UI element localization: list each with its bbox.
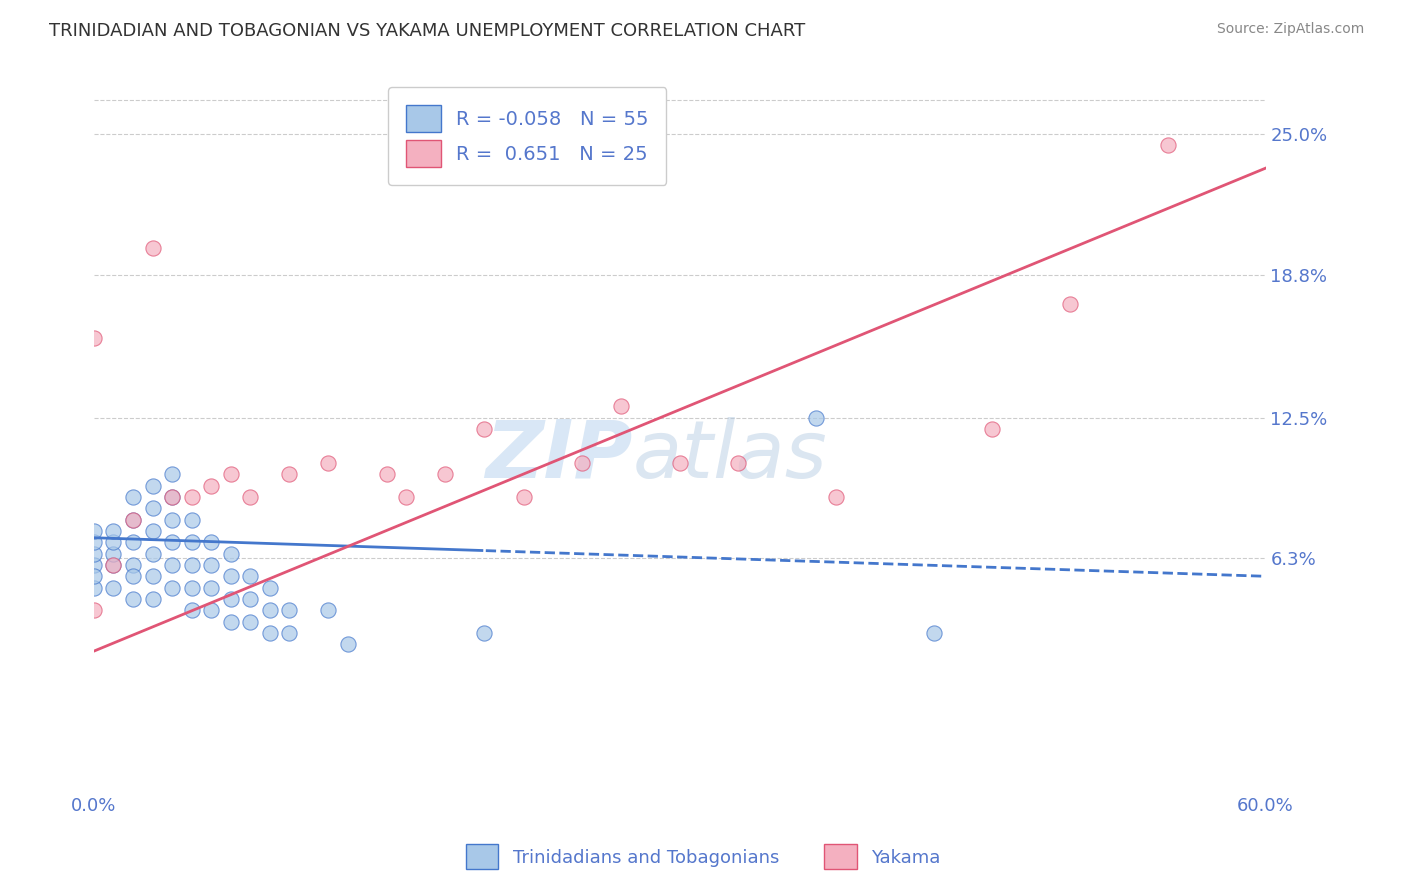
Point	[922, 626, 945, 640]
Point	[278, 626, 301, 640]
Point	[200, 603, 222, 617]
Point	[395, 490, 418, 504]
Point	[160, 467, 183, 482]
Point	[278, 603, 301, 617]
Point	[103, 558, 125, 572]
Point	[122, 490, 145, 504]
Point	[200, 535, 222, 549]
Point	[141, 569, 163, 583]
Point	[83, 603, 105, 617]
Point	[122, 513, 145, 527]
Point	[1157, 138, 1180, 153]
Point	[825, 490, 848, 504]
Point	[512, 490, 534, 504]
Point	[200, 581, 222, 595]
Point	[83, 331, 105, 345]
Point	[160, 513, 183, 527]
Point	[141, 240, 163, 254]
Point	[727, 456, 749, 470]
Point	[180, 535, 202, 549]
Legend: R = -0.058   N = 55, R =  0.651   N = 25: R = -0.058 N = 55, R = 0.651 N = 25	[388, 87, 666, 185]
Point	[219, 591, 242, 606]
Point	[180, 581, 202, 595]
Point	[610, 399, 633, 413]
Point	[571, 456, 593, 470]
Point	[239, 591, 262, 606]
Point	[474, 626, 496, 640]
Point	[103, 524, 125, 538]
Point	[141, 591, 163, 606]
Point	[180, 558, 202, 572]
Point	[103, 581, 125, 595]
Point	[141, 478, 163, 492]
Point	[259, 603, 281, 617]
Point	[103, 547, 125, 561]
Legend: Trinidadians and Tobagonians, Yakama: Trinidadians and Tobagonians, Yakama	[457, 835, 949, 879]
Point	[122, 569, 145, 583]
Point	[83, 547, 105, 561]
Point	[219, 467, 242, 482]
Point	[200, 558, 222, 572]
Point	[160, 490, 183, 504]
Point	[259, 626, 281, 640]
Point	[103, 535, 125, 549]
Point	[180, 603, 202, 617]
Point	[434, 467, 457, 482]
Point	[83, 569, 105, 583]
Point	[160, 490, 183, 504]
Point	[1059, 297, 1081, 311]
Point	[83, 524, 105, 538]
Point	[141, 547, 163, 561]
Point	[806, 410, 828, 425]
Text: Source: ZipAtlas.com: Source: ZipAtlas.com	[1216, 22, 1364, 37]
Point	[83, 558, 105, 572]
Point	[141, 524, 163, 538]
Point	[180, 513, 202, 527]
Point	[122, 591, 145, 606]
Point	[103, 558, 125, 572]
Point	[160, 558, 183, 572]
Point	[668, 456, 690, 470]
Point	[981, 422, 1004, 436]
Point	[219, 547, 242, 561]
Point	[122, 513, 145, 527]
Point	[180, 490, 202, 504]
Point	[259, 581, 281, 595]
Point	[239, 490, 262, 504]
Point	[278, 467, 301, 482]
Text: TRINIDADIAN AND TOBAGONIAN VS YAKAMA UNEMPLOYMENT CORRELATION CHART: TRINIDADIAN AND TOBAGONIAN VS YAKAMA UNE…	[49, 22, 806, 40]
Point	[316, 456, 339, 470]
Point	[219, 569, 242, 583]
Point	[83, 581, 105, 595]
Point	[474, 422, 496, 436]
Point	[375, 467, 398, 482]
Point	[122, 558, 145, 572]
Text: atlas: atlas	[633, 417, 828, 495]
Point	[200, 478, 222, 492]
Point	[83, 535, 105, 549]
Point	[160, 535, 183, 549]
Point	[141, 501, 163, 516]
Point	[336, 637, 359, 651]
Point	[219, 615, 242, 629]
Point	[316, 603, 339, 617]
Point	[160, 581, 183, 595]
Text: ZIP: ZIP	[485, 417, 633, 495]
Point	[239, 569, 262, 583]
Point	[239, 615, 262, 629]
Point	[122, 535, 145, 549]
